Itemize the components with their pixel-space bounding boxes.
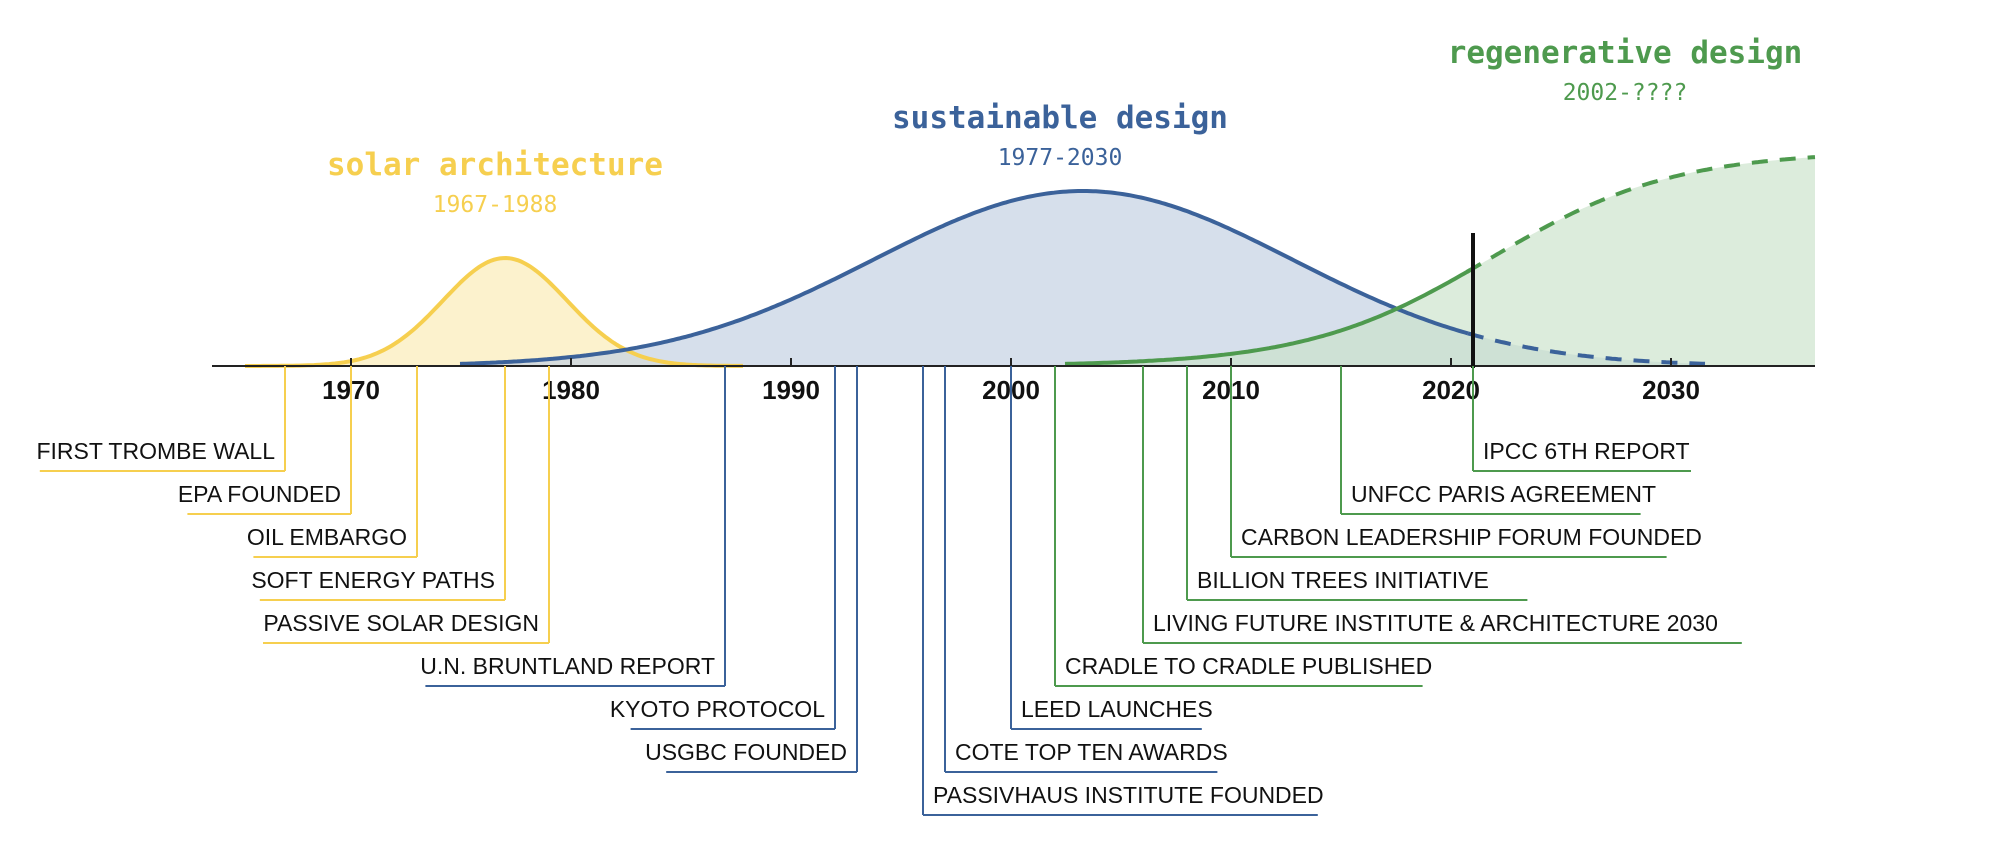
event-item: LEED LAUNCHES — [1010, 366, 1213, 730]
era-title-solar: solar architecture — [327, 147, 663, 183]
era-label-regenerative: regenerative design 2002-???? — [1448, 35, 1803, 106]
event-item: CRADLE TO CRADLE PUBLISHED — [1054, 366, 1432, 687]
event-label: BILLION TREES INITIATIVE — [1197, 567, 1489, 593]
axis-tick-label: 1990 — [762, 375, 820, 405]
event-label: U.N. BRUNTLAND REPORT — [420, 653, 715, 679]
event-label: SOFT ENERGY PATHS — [251, 567, 495, 593]
event-item: COTE TOP TEN AWARDS — [944, 366, 1228, 773]
event-item: LIVING FUTURE INSTITUTE & ARCHITECTURE 2… — [1142, 366, 1742, 644]
era-title-regenerative: regenerative design — [1448, 35, 1803, 71]
era-years-sustainable: 1977-2030 — [998, 145, 1123, 171]
event-item: KYOTO PROTOCOL — [610, 366, 836, 730]
regenerative-curve — [1064, 268, 1472, 366]
event-item: U.N. BRUNTLAND REPORT — [420, 366, 726, 687]
event-label: PASSIVHAUS INSTITUTE FOUNDED — [933, 782, 1324, 808]
axis-tick-label: 1980 — [542, 375, 600, 405]
solar-area — [245, 258, 743, 366]
event-label: CARBON LEADERSHIP FORUM FOUNDED — [1241, 524, 1702, 550]
sustainable-curve — [459, 189, 1469, 366]
axis-tick-label: 2020 — [1422, 375, 1480, 405]
timeline-axis: 1970 1980 1990 2000 2010 2020 2030 — [212, 358, 1815, 405]
era-curves — [245, 155, 1816, 368]
era-years-regenerative: 2002-???? — [1563, 80, 1688, 106]
event-label: KYOTO PROTOCOL — [610, 696, 825, 722]
event-label: COTE TOP TEN AWARDS — [955, 739, 1228, 765]
regenerative-area — [1065, 157, 1815, 366]
axis-tick-label: 2030 — [1642, 375, 1700, 405]
event-item: PASSIVHAUS INSTITUTE FOUNDED — [922, 366, 1324, 816]
event-leaders: FIRST TROMBE WALL EPA FOUNDED OIL EMBARGO S… — [36, 366, 1742, 816]
event-item: EPA FOUNDED — [178, 366, 352, 515]
era-label-solar: solar architecture 1967-1988 — [327, 147, 663, 218]
event-label: IPCC 6TH REPORT — [1483, 438, 1690, 464]
event-item: CARBON LEADERSHIP FORUM FOUNDED — [1230, 366, 1702, 558]
event-item: USGBC FOUNDED — [645, 366, 858, 773]
regenerative-curve-projected — [1465, 155, 1816, 274]
sustainable-curve-projected — [1467, 331, 1706, 366]
event-item: PASSIVE SOLAR DESIGN — [263, 366, 550, 644]
solar-curve — [245, 255, 743, 368]
era-years-solar: 1967-1988 — [433, 192, 558, 218]
event-item: SOFT ENERGY PATHS — [251, 366, 506, 601]
event-label: EPA FOUNDED — [178, 481, 341, 507]
event-label: CRADLE TO CRADLE PUBLISHED — [1065, 653, 1432, 679]
era-label-sustainable: sustainable design 1977-2030 — [892, 100, 1228, 171]
event-item: OIL EMBARGO — [247, 366, 418, 558]
event-label: OIL EMBARGO — [247, 524, 407, 550]
event-label: UNFCC PARIS AGREEMENT — [1351, 481, 1656, 507]
event-item: FIRST TROMBE WALL — [36, 366, 286, 472]
event-label: USGBC FOUNDED — [645, 739, 847, 765]
event-item: IPCC 6TH REPORT — [1472, 366, 1691, 472]
era-title-sustainable: sustainable design — [892, 100, 1228, 136]
event-item: BILLION TREES INITIATIVE — [1186, 366, 1528, 601]
event-label: PASSIVE SOLAR DESIGN — [263, 610, 539, 636]
event-label: FIRST TROMBE WALL — [36, 438, 275, 464]
event-label: LEED LAUNCHES — [1021, 696, 1213, 722]
event-item: UNFCC PARIS AGREEMENT — [1340, 366, 1656, 515]
event-label: LIVING FUTURE INSTITUTE & ARCHITECTURE 2… — [1153, 610, 1718, 636]
